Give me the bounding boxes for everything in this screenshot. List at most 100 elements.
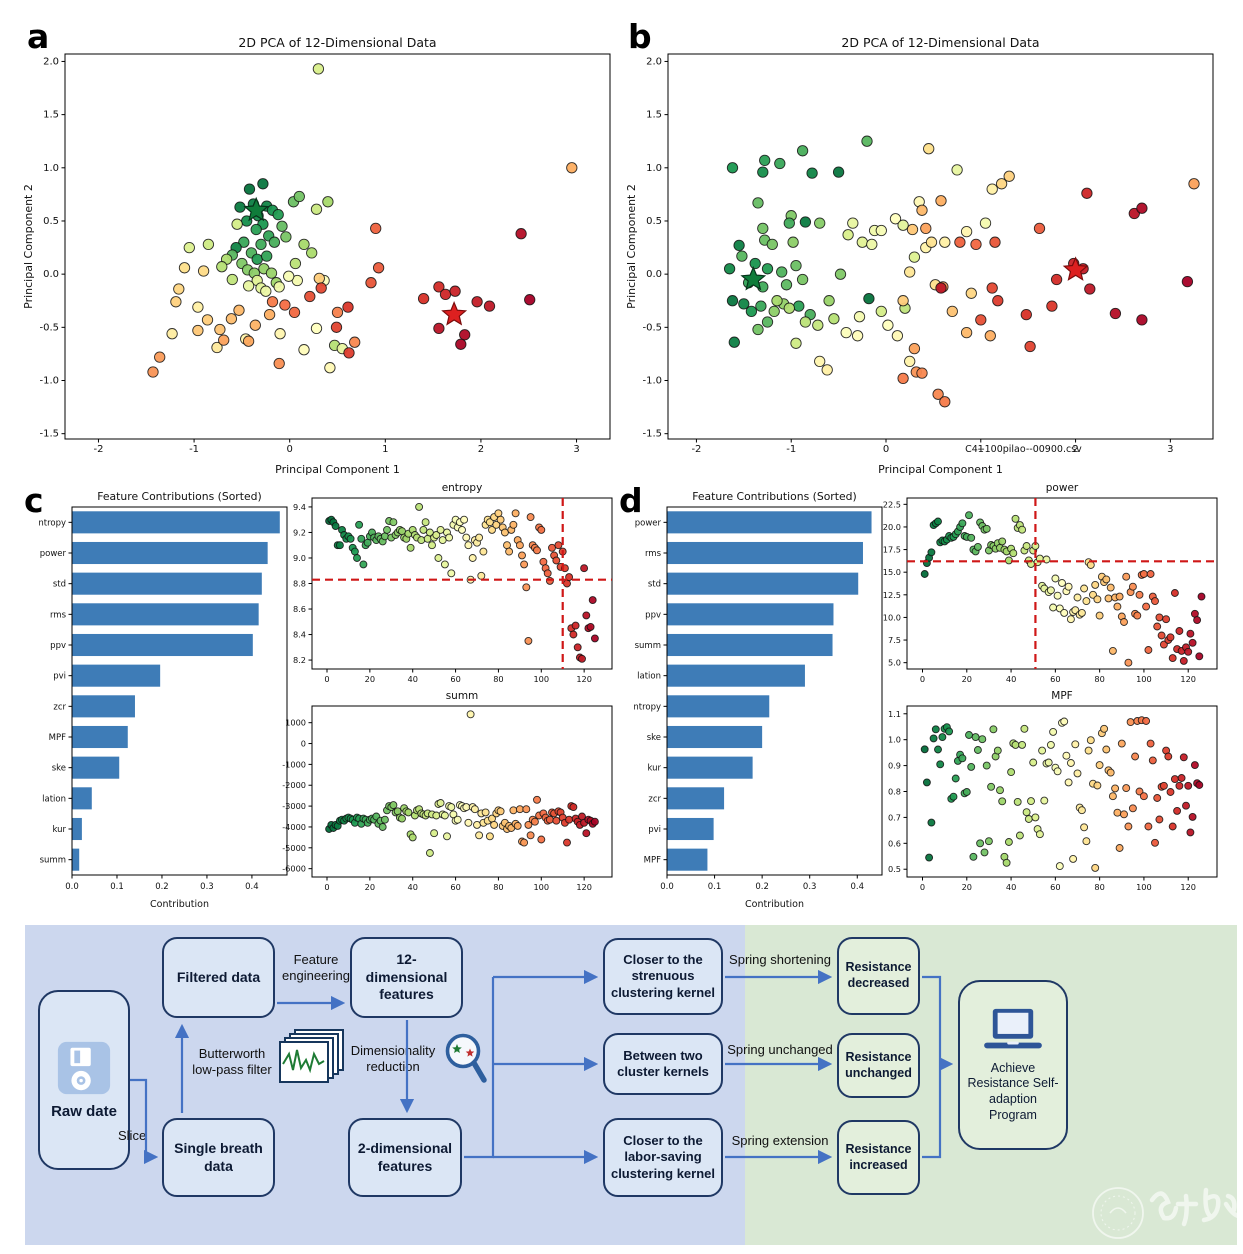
svg-text:20: 20 — [365, 674, 375, 684]
svg-text:60: 60 — [450, 674, 460, 684]
data-point — [453, 815, 462, 824]
flow-box-label: Raw date — [51, 1102, 117, 1120]
data-point — [447, 569, 456, 578]
data-point — [1024, 815, 1033, 823]
svg-text:-1: -1 — [189, 444, 199, 455]
svg-text:-6000: -6000 — [282, 864, 306, 874]
data-point — [1046, 300, 1058, 312]
svg-text:-0.5: -0.5 — [39, 322, 59, 333]
data-point — [906, 223, 919, 236]
data-point — [978, 735, 987, 744]
data-point — [1040, 796, 1049, 805]
svg-text:2D PCA of 12-Dimensional Data: 2D PCA of 12-Dimensional Data — [841, 35, 1039, 50]
data-point — [1124, 822, 1133, 831]
data-point — [353, 554, 361, 562]
data-point — [1117, 739, 1126, 748]
data-point — [1086, 561, 1095, 569]
data-point — [908, 342, 921, 355]
data-point — [582, 611, 591, 620]
data-point — [1144, 646, 1153, 654]
data-point — [251, 253, 263, 265]
data-point — [979, 217, 992, 229]
data-point — [380, 532, 389, 541]
data-point — [273, 357, 285, 370]
svg-text:7.5: 7.5 — [888, 635, 901, 645]
data-point — [1069, 854, 1078, 863]
svg-text:1.0: 1.0 — [646, 163, 662, 174]
data-point — [582, 829, 591, 838]
data-point — [522, 805, 531, 814]
data-point — [1081, 187, 1093, 199]
svg-text:100: 100 — [533, 674, 549, 684]
data-point — [1060, 608, 1069, 617]
svg-text:ske: ske — [647, 733, 661, 743]
svg-text:0.0: 0.0 — [65, 882, 79, 892]
data-point — [322, 196, 334, 208]
data-point — [1086, 736, 1095, 745]
svg-text:8.8: 8.8 — [293, 579, 306, 589]
flow-box-resistance-increased: Resistance increased — [837, 1120, 920, 1195]
svg-text:120: 120 — [576, 674, 592, 684]
data-point — [752, 197, 764, 209]
data-point — [935, 195, 947, 207]
data-point — [365, 277, 377, 289]
data-point — [260, 285, 272, 297]
flow-box-label: Resistance decreased — [845, 960, 912, 990]
data-point — [1153, 622, 1162, 631]
data-point — [154, 351, 166, 363]
data-point — [324, 362, 336, 374]
chart-bars_d: Feature Contributions (Sorted) 0.0 0.1 0.2 0… — [633, 490, 883, 910]
data-point — [1146, 570, 1155, 578]
flow-box-label: Filtered data — [176, 968, 261, 985]
data-point — [509, 806, 518, 815]
data-point — [398, 527, 406, 536]
bar-pvi — [667, 817, 714, 841]
svg-text:9.2: 9.2 — [293, 527, 306, 537]
bar-kur — [72, 817, 82, 841]
data-point — [1168, 822, 1177, 831]
chart-pca_b: 2D PCA of 12-Dimensional Data -2 -1 0 1 2 3 -1.… — [625, 35, 1214, 476]
data-point — [1051, 574, 1060, 583]
flow-box-2-dimensional-features: 2-dimensional features — [348, 1118, 462, 1197]
data-point — [565, 815, 574, 824]
data-point — [268, 236, 281, 248]
svg-text:1.5: 1.5 — [646, 110, 662, 121]
svg-text:pvi: pvi — [53, 672, 66, 682]
svg-text:8.4: 8.4 — [293, 630, 306, 640]
data-point — [1018, 525, 1027, 534]
data-point — [1002, 858, 1011, 867]
data-point — [548, 543, 556, 552]
data-point — [432, 811, 441, 820]
data-point — [475, 533, 484, 542]
data-point — [565, 573, 574, 582]
data-point — [828, 313, 840, 325]
svg-text:0.6: 0.6 — [888, 838, 901, 848]
svg-text:100: 100 — [1136, 882, 1152, 892]
svg-text:power: power — [635, 518, 662, 528]
data-point — [1157, 631, 1166, 640]
data-point — [234, 201, 246, 213]
chart-power: power 0 20 40 60 80 100 120 5.0 7.5 10.0 12.5 15.0 17… — [883, 482, 1218, 684]
data-point — [967, 533, 976, 542]
data-point — [806, 167, 818, 179]
data-point — [1184, 647, 1193, 656]
data-point — [1136, 314, 1148, 326]
svg-text:10.0: 10.0 — [883, 612, 901, 622]
bar-lation — [667, 664, 805, 687]
data-point — [276, 220, 288, 232]
svg-text:Principal Component 2: Principal Component 2 — [625, 184, 638, 309]
svg-text:-2: -2 — [93, 444, 103, 455]
data-point — [752, 323, 764, 336]
data-point — [1164, 752, 1173, 761]
data-point — [920, 745, 929, 754]
data-point — [1146, 739, 1155, 748]
red-cluster-star — [1062, 256, 1089, 281]
data-point — [1033, 222, 1046, 235]
data-point — [973, 746, 982, 754]
data-point — [889, 213, 902, 225]
svg-text:8.2: 8.2 — [293, 655, 306, 665]
data-point — [761, 263, 774, 275]
svg-text:std: std — [53, 580, 66, 590]
svg-text:17.5: 17.5 — [883, 545, 901, 555]
data-point — [249, 319, 261, 331]
